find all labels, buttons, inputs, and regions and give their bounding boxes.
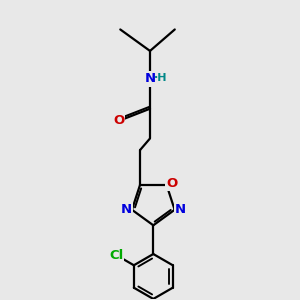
Text: Cl: Cl (109, 248, 123, 262)
Text: N: N (121, 203, 132, 216)
Text: O: O (113, 114, 124, 128)
Text: ·H: ·H (154, 73, 167, 83)
Text: N: N (175, 203, 186, 216)
Text: N: N (144, 73, 156, 85)
Text: O: O (167, 176, 178, 190)
